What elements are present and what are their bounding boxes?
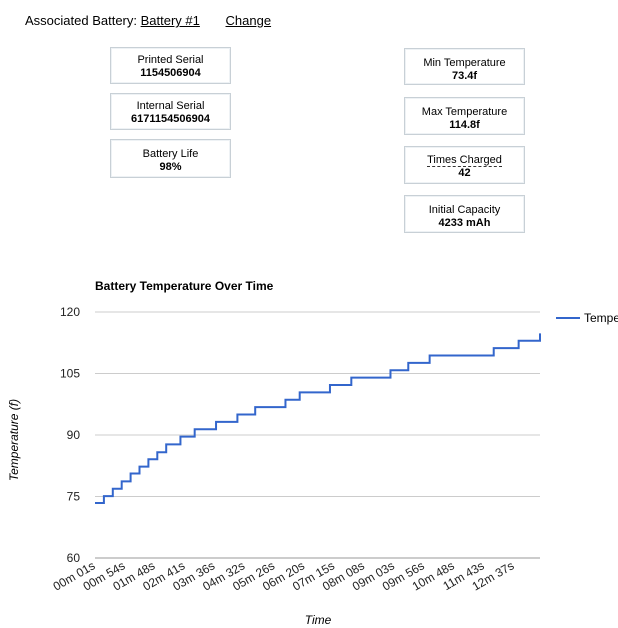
min-temperature-value: 73.4f (451, 70, 478, 82)
chart-title: Battery Temperature Over Time (95, 279, 274, 293)
battery-link[interactable]: Battery #1 (140, 13, 200, 28)
printed-serial-label: Printed Serial (137, 54, 204, 66)
battery-life-label: Battery Life (142, 148, 199, 160)
change-link[interactable]: Change (225, 13, 272, 28)
battery-life-card: Battery Life 98% (110, 139, 231, 178)
printed-serial-card: Printed Serial 1154506904 (110, 47, 231, 84)
x-axis-title: Time (305, 613, 332, 627)
min-temperature-card: Min Temperature 73.4f (404, 48, 525, 85)
min-temperature-label: Min Temperature (423, 57, 506, 69)
y-tick-label: 60 (67, 551, 81, 565)
internal-serial-label: Internal Serial (136, 100, 205, 112)
internal-serial-card: Internal Serial 6171154506904 (110, 93, 231, 130)
y-tick-label: 90 (67, 428, 81, 442)
initial-capacity-value: 4233 mAh (438, 217, 491, 229)
max-temperature-card: Max Temperature 114.8f (404, 97, 525, 135)
times-charged-card: Times Charged 42 (404, 146, 525, 184)
temperature-series-line (95, 333, 541, 505)
printed-serial-value: 1154506904 (140, 67, 201, 79)
associated-battery-label: Associated Battery: (25, 13, 137, 28)
battery-life-value: 98% (159, 161, 182, 173)
y-tick-label: 120 (60, 305, 80, 319)
max-temperature-label: Max Temperature (421, 106, 508, 118)
y-tick-label: 105 (60, 367, 80, 381)
temperature-chart: Battery Temperature Over Time 60 75 90 105 1… (7, 279, 618, 627)
y-tick-label: 75 (67, 490, 81, 504)
initial-capacity-label: Initial Capacity (428, 204, 501, 216)
internal-serial-value: 6171154506904 (131, 113, 210, 125)
y-axis-title: Temperature (f) (7, 399, 21, 481)
max-temperature-value: 114.8f (449, 119, 480, 131)
legend-series-label: Temperature (584, 311, 618, 325)
times-charged-label[interactable]: Times Charged (427, 154, 502, 167)
initial-capacity-card: Initial Capacity 4233 mAh (404, 195, 525, 233)
associated-battery-header: Associated Battery: Battery #1 Change (25, 13, 271, 28)
times-charged-value: 42 (458, 167, 471, 179)
